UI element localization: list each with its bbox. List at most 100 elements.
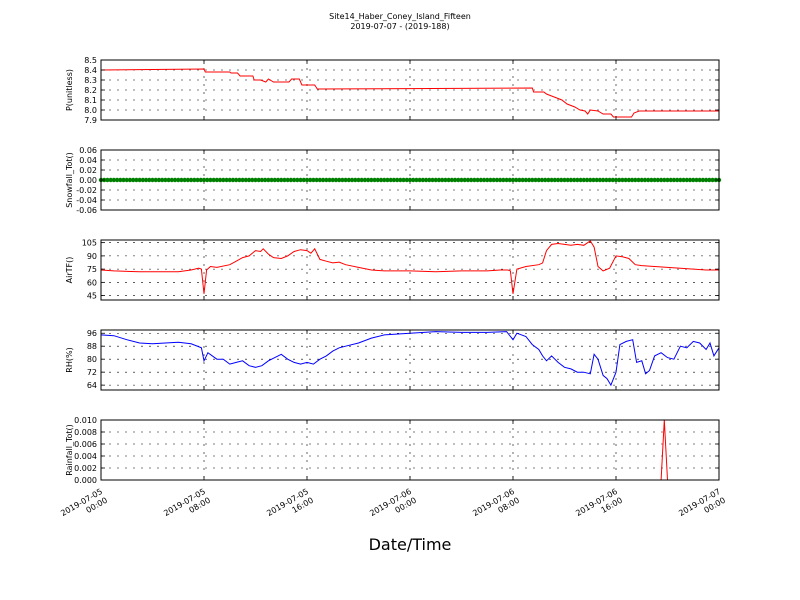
y-tick-label: 105 xyxy=(82,239,97,248)
data-point xyxy=(240,177,245,183)
data-point xyxy=(291,177,297,183)
data-point xyxy=(520,177,525,183)
data-point xyxy=(221,177,226,183)
data-point xyxy=(478,177,484,183)
data-point xyxy=(459,177,464,183)
data-point xyxy=(658,177,664,183)
data-point xyxy=(404,177,409,183)
data-point xyxy=(130,177,136,183)
data-point xyxy=(214,177,220,183)
data-point xyxy=(188,177,194,183)
chart-panel-3: 45 60 75 90 105 AirTF() xyxy=(65,239,720,301)
data-point xyxy=(491,177,496,183)
data-point xyxy=(285,177,290,183)
data-point xyxy=(633,177,638,183)
data-point xyxy=(246,177,252,183)
y-tick-label: -0.06 xyxy=(76,206,97,215)
data-point xyxy=(217,177,223,183)
data-point xyxy=(475,177,480,183)
data-point xyxy=(205,177,210,183)
data-point xyxy=(594,177,599,183)
data-point xyxy=(600,177,606,183)
data-point xyxy=(333,177,339,183)
data-point xyxy=(398,177,403,183)
y-tick-label: 8.0 xyxy=(84,106,97,115)
data-point xyxy=(166,177,171,183)
data-point xyxy=(571,177,577,183)
y-tick-label: 7.9 xyxy=(84,116,97,125)
data-point xyxy=(417,177,422,183)
data-point xyxy=(668,177,673,183)
data-point xyxy=(481,177,487,183)
data-point xyxy=(375,177,381,183)
data-point xyxy=(182,177,187,183)
data-point xyxy=(365,177,371,183)
x-tick-label: 2019-07-0600:00 xyxy=(368,487,418,527)
data-point xyxy=(700,177,706,183)
y-tick-label: 75 xyxy=(87,265,97,274)
series-line xyxy=(100,68,719,118)
y-tick-label: 0.004 xyxy=(74,452,97,461)
data-point xyxy=(243,177,249,183)
y-tick-label: 0.06 xyxy=(79,146,97,155)
data-point xyxy=(420,177,426,183)
data-point xyxy=(423,177,429,183)
data-point xyxy=(652,177,657,183)
data-point xyxy=(298,177,303,183)
data-point xyxy=(507,177,512,183)
y-tick-label: 60 xyxy=(87,278,97,287)
data-point xyxy=(604,177,609,183)
data-point xyxy=(533,177,538,183)
data-point xyxy=(317,177,323,183)
data-point xyxy=(636,177,641,183)
data-point xyxy=(439,177,445,183)
y-tick-label: -0.04 xyxy=(76,196,97,205)
data-point xyxy=(192,177,197,183)
y-tick-label: 0.00 xyxy=(79,176,97,185)
y-tick-label: 0.02 xyxy=(79,166,97,175)
data-point xyxy=(649,177,654,183)
data-point xyxy=(642,177,648,183)
y-axis-label: Rainfall_Tot() xyxy=(65,424,74,476)
data-point xyxy=(617,177,622,183)
data-point xyxy=(108,177,113,183)
data-point xyxy=(610,177,615,183)
data-point xyxy=(674,177,680,183)
data-point xyxy=(143,177,149,183)
data-point xyxy=(710,177,715,183)
data-point xyxy=(304,177,310,183)
data-point xyxy=(279,177,284,183)
data-point xyxy=(253,177,258,183)
y-tick-label: 64 xyxy=(87,381,97,390)
chart-title-line1: Site14_Haber_Coney_Island_Fifteen xyxy=(329,12,471,21)
data-point xyxy=(623,177,628,183)
data-point xyxy=(237,177,242,183)
y-axis-label: RH(%) xyxy=(65,347,74,372)
data-point xyxy=(269,177,274,183)
data-point xyxy=(372,177,377,183)
data-point xyxy=(282,177,287,183)
data-point xyxy=(230,177,236,183)
data-point xyxy=(578,177,583,183)
data-point xyxy=(626,177,632,183)
data-point xyxy=(655,177,661,183)
data-point xyxy=(703,177,709,183)
data-point xyxy=(620,177,625,183)
data-point xyxy=(330,177,335,183)
y-tick-label: 96 xyxy=(87,329,97,338)
data-point xyxy=(549,177,554,183)
x-tick-label: 2019-07-0616:00 xyxy=(574,487,624,527)
data-point xyxy=(665,177,670,183)
data-point xyxy=(456,177,461,183)
data-point xyxy=(552,177,558,183)
data-point xyxy=(562,177,567,183)
data-point xyxy=(687,177,693,183)
data-point xyxy=(288,177,294,183)
chart-title-line2: 2019-07-07 - (2019-188) xyxy=(350,22,449,31)
data-point xyxy=(259,177,265,183)
x-axis-ticks: 2019-07-0500:00 2019-07-0508:00 2019-07-05… xyxy=(59,487,727,527)
data-point xyxy=(430,177,435,183)
data-point xyxy=(172,177,178,183)
data-point xyxy=(671,177,677,183)
data-point xyxy=(343,177,348,183)
